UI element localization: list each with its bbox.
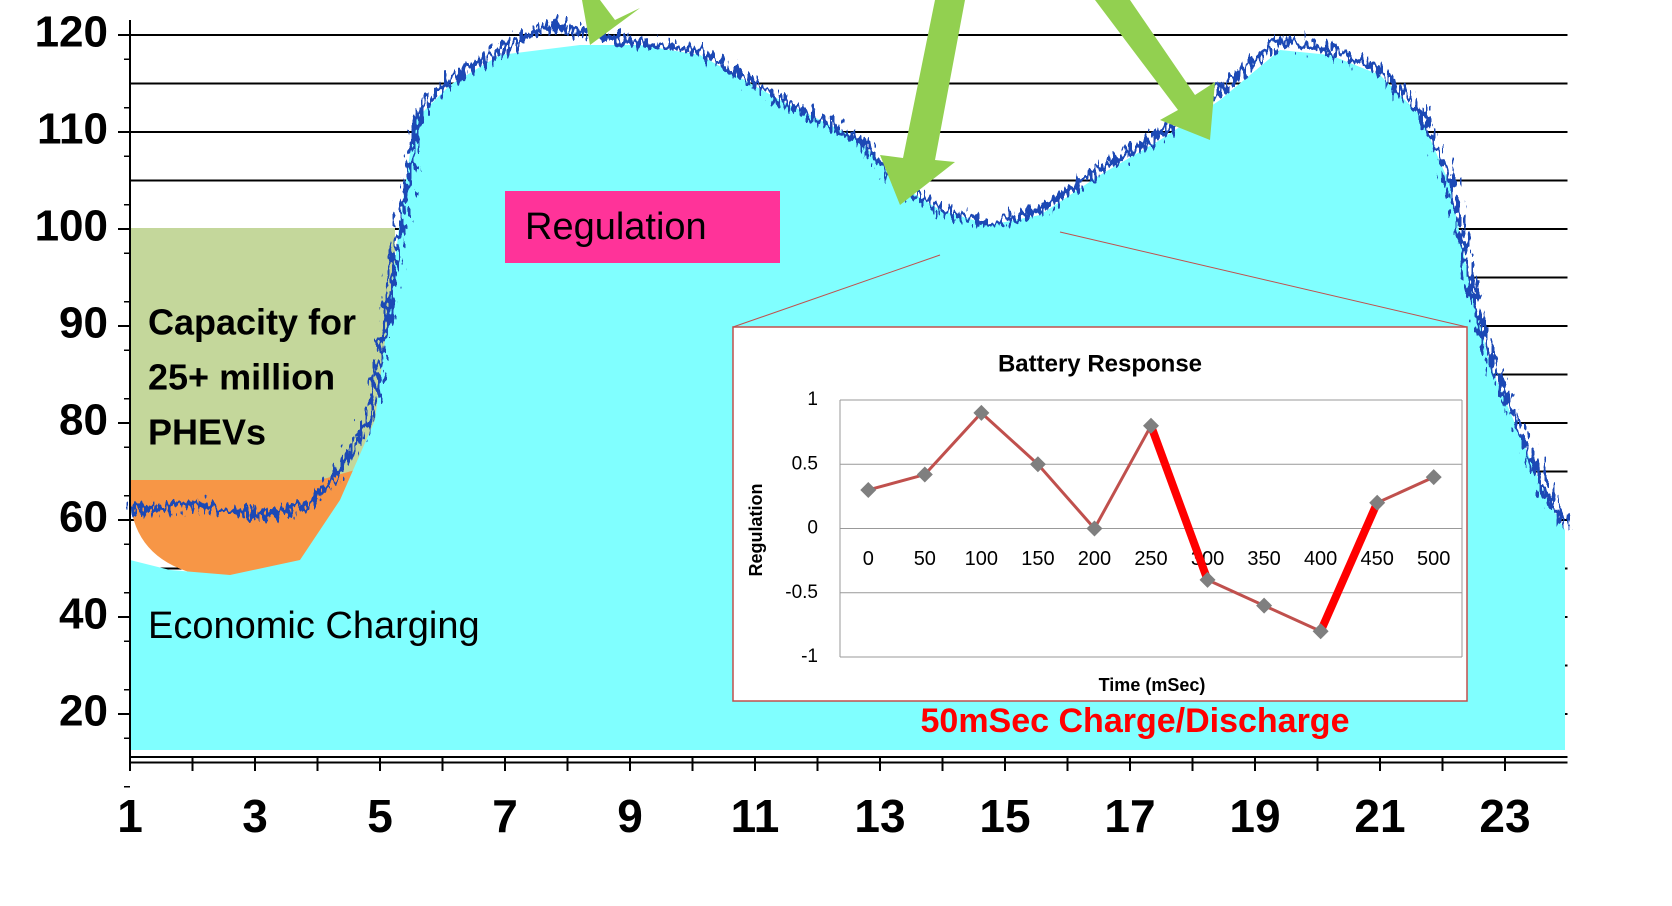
- y-tick-label: -1: [801, 646, 818, 667]
- x-tick-label: 1: [117, 790, 143, 842]
- capacity-label: 25+ million: [148, 357, 335, 398]
- x-tick-label: 0: [863, 548, 874, 570]
- page: {"chart_data": [ {"type": "load-profile"…: [0, 0, 1672, 901]
- y-tick-label: 0.5: [792, 453, 818, 474]
- regulation-label: Regulation: [525, 206, 707, 248]
- y-tick-label: -0.5: [785, 582, 818, 603]
- x-tick-label: 350: [1247, 548, 1280, 570]
- x-tick-label: 200: [1078, 548, 1111, 570]
- y-tick-label: 80: [59, 396, 108, 445]
- y-tick-label: 20: [59, 687, 108, 736]
- inset-frame: [733, 327, 1467, 701]
- y-tick-label: 0: [807, 518, 818, 539]
- x-tick-label: 450: [1360, 548, 1393, 570]
- x-tick-label: 250: [1134, 548, 1167, 570]
- chart: Regulation Capacity for 25+ million PHEV…: [0, 0, 1672, 901]
- y-tick-label: 120: [35, 8, 108, 57]
- x-tick-label: 100: [965, 548, 998, 570]
- x-tick-label: 7: [492, 790, 518, 842]
- capacity-label: Capacity for: [148, 302, 356, 343]
- x-tick-label: 21: [1354, 790, 1405, 842]
- y-tick-label: 110: [37, 105, 108, 154]
- y-tick-label: 90: [59, 299, 108, 348]
- x-tick-label: 5: [367, 790, 393, 842]
- inset-caption: 50mSec Charge/Discharge: [921, 702, 1350, 740]
- y-tick-label: 1: [807, 389, 818, 410]
- x-tick-label: 500: [1417, 548, 1450, 570]
- capacity-label: PHEVs: [148, 412, 266, 453]
- x-tick-label: 19: [1229, 790, 1280, 842]
- x-tick-label: 15: [979, 790, 1030, 842]
- inset-y-label: Regulation: [746, 484, 766, 577]
- y-tick-label: 40: [59, 590, 108, 639]
- arrow: [880, 0, 965, 205]
- x-tick-label: 50: [914, 548, 936, 570]
- arrow: [1095, 0, 1215, 140]
- economic-label: Economic Charging: [148, 605, 480, 647]
- x-tick-label: 23: [1479, 790, 1530, 842]
- x-tick-label: 400: [1304, 548, 1337, 570]
- x-tick-label: 9: [617, 790, 643, 842]
- y-tick-label: 60: [59, 493, 108, 542]
- x-tick-label: 13: [854, 790, 905, 842]
- x-tick-label: 17: [1104, 790, 1155, 842]
- inset-title: Battery Response: [998, 350, 1202, 377]
- y-tick-label: 100: [35, 202, 108, 251]
- x-tick-label: 150: [1021, 548, 1054, 570]
- x-tick-label: 3: [242, 790, 268, 842]
- x-tick-label: 11: [731, 790, 780, 842]
- inset-x-label: Time (mSec): [1099, 675, 1206, 695]
